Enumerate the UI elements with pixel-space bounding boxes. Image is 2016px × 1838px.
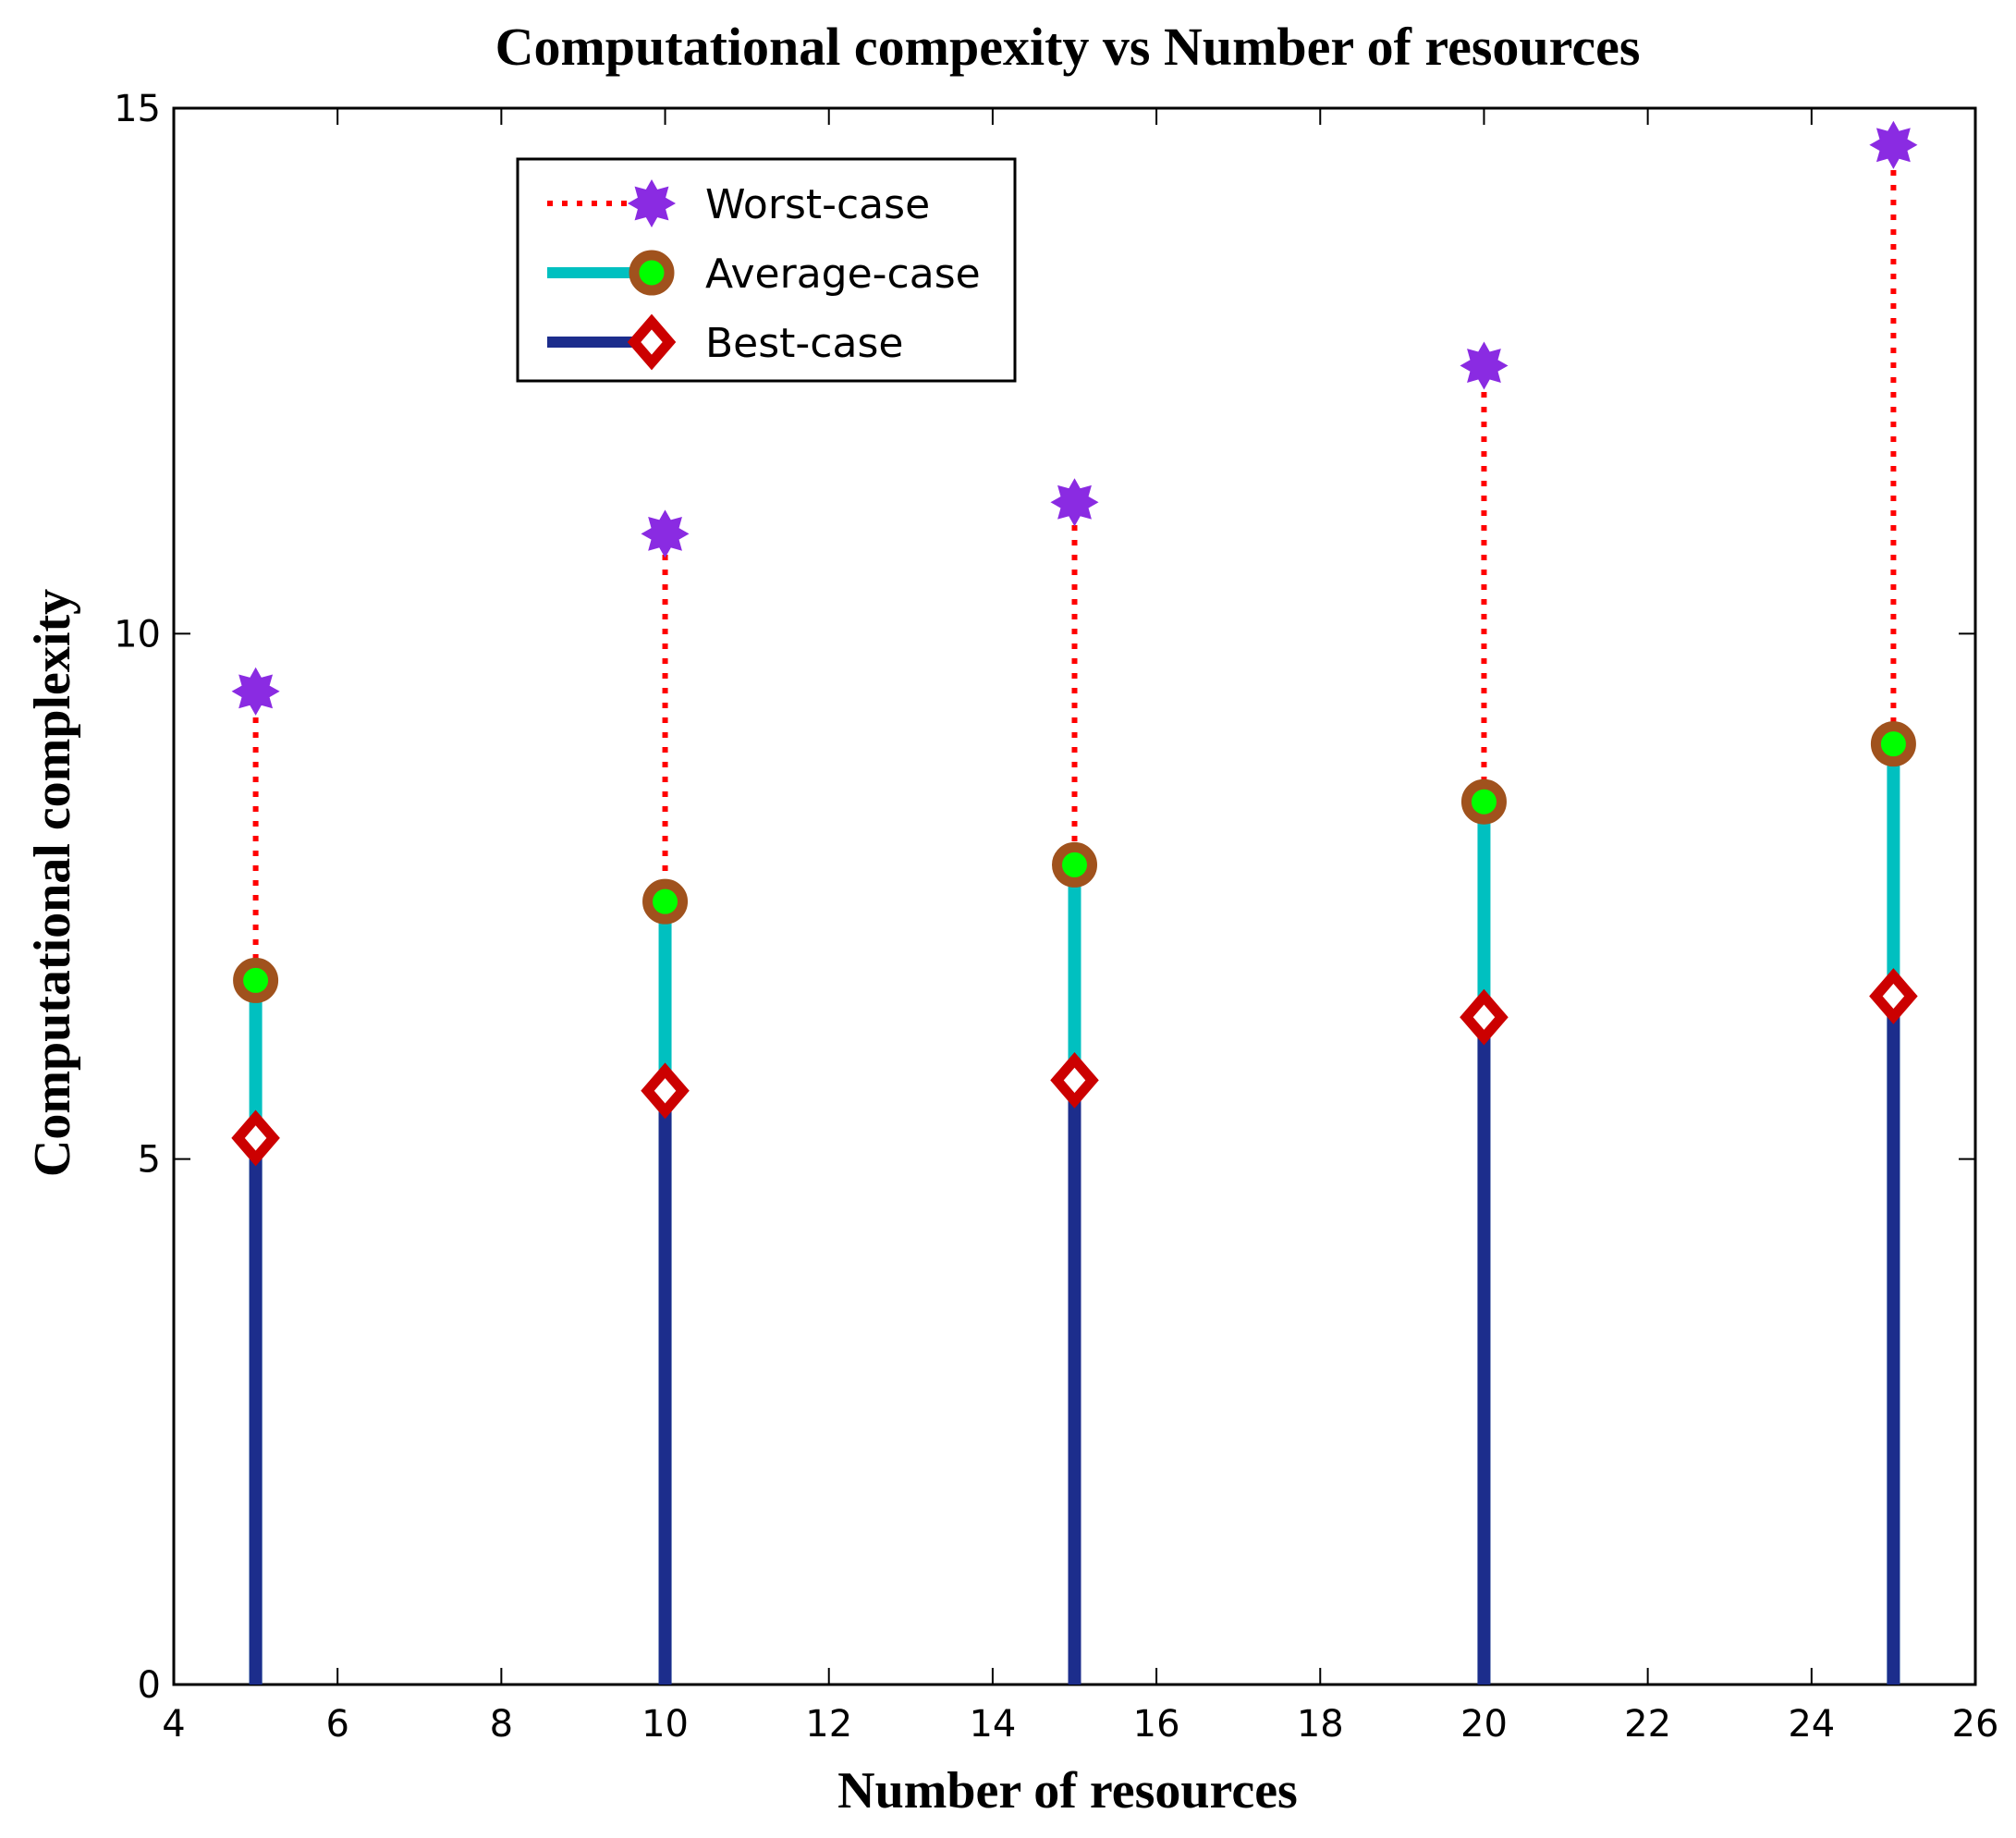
x-tick-label: 16 [1133,1703,1180,1746]
worst-case-point [1869,120,1918,169]
legend-label: Average-case [705,251,981,298]
best-case-point [1460,988,1509,1046]
average-case-point [642,878,689,925]
x-tick-label: 18 [1297,1703,1344,1746]
x-tick-label: 8 [490,1703,513,1746]
y-tick-label: 5 [138,1139,161,1182]
y-tick-label: 10 [114,613,161,656]
average-case-point [233,957,279,1003]
average-case-point [1870,721,1916,767]
worst-case-point [231,667,280,716]
y-tick-label: 15 [114,88,161,130]
legend: Worst-case Average-case Best-case [516,157,1017,383]
y-tick-label: 0 [138,1664,161,1707]
legend-label: Best-case [705,320,903,367]
x-tick-label: 14 [969,1703,1016,1746]
best-case-point [1050,1052,1099,1109]
best-case-point [1869,968,1918,1024]
x-tick-label: 6 [325,1703,348,1746]
x-tick-label: 22 [1624,1703,1671,1746]
x-tick-label: 26 [1952,1703,1999,1746]
x-tick-label: 12 [805,1703,852,1746]
worst-case-point [1460,341,1509,390]
worst-case-point [1050,478,1099,527]
legend-marker-2 [627,313,677,371]
best-case-point [641,1062,690,1120]
stems [231,120,1918,1685]
x-tick-label: 20 [1460,1703,1508,1746]
best-case-point [231,1109,280,1167]
x-tick-label: 10 [641,1703,689,1746]
x-tick-label: 4 [162,1703,185,1746]
legend-label: Worst-case [705,181,930,228]
x-tick-label: 24 [1788,1703,1835,1746]
average-case-point [1460,778,1507,825]
legend-marker-1 [629,250,675,296]
chart-title: Computational compexity vs Number of res… [495,17,1641,77]
worst-case-point [641,509,690,558]
axis-ticks: 4 6 8 10 12 14 16 18 20 22 24 26 0 5 10 15 [114,88,1998,1746]
average-case-point [1052,841,1097,888]
legend-marker-0 [627,178,677,228]
y-axis-label: Computational complexity [24,589,81,1177]
x-axis-label: Number of resources [837,1762,1298,1820]
